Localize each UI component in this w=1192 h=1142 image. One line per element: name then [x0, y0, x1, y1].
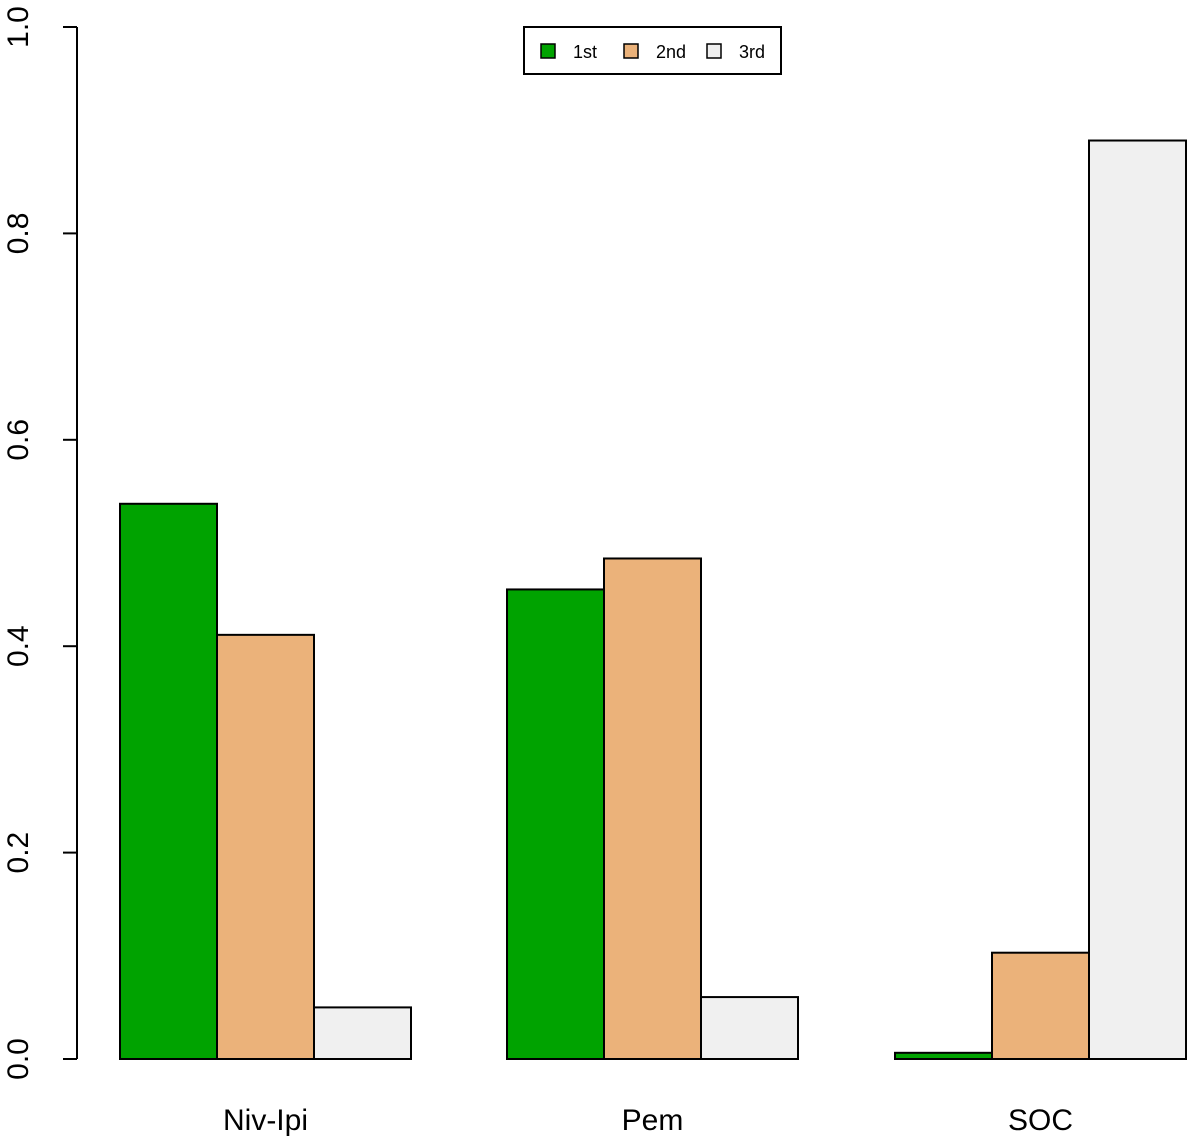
legend-swatch [706, 43, 722, 59]
legend-swatch [540, 43, 556, 59]
y-tick-label: 0.4 [2, 625, 35, 667]
bar-SOC-1st [894, 1051, 993, 1060]
legend-label: 3rd [739, 42, 765, 62]
legend-box [523, 26, 782, 75]
bar-SOC-2nd [991, 951, 1090, 1060]
bar-Niv-Ipi-2nd [216, 633, 315, 1061]
y-tick-label: 1.0 [2, 6, 35, 48]
y-tick-label: 0.2 [2, 832, 35, 874]
x-category-label: SOC [1008, 1104, 1073, 1137]
y-tick-label: 0.8 [2, 213, 35, 255]
legend-label: 2nd [656, 42, 686, 62]
bar-Niv-Ipi-3rd [313, 1006, 412, 1061]
legend-label: 1st [573, 42, 597, 62]
x-category-label: Niv-Ipi [223, 1104, 308, 1137]
bar-Pem-3rd [700, 996, 799, 1061]
bar-SOC-3rd [1088, 139, 1187, 1060]
bars [119, 139, 1187, 1061]
bar-Pem-1st [506, 588, 605, 1060]
y-tick-label: 0.0 [2, 1038, 35, 1080]
y-axis: 0.0 0.2 0.4 0.6 0.8 1.0 [2, 6, 78, 1080]
bar-Niv-Ipi-1st [119, 502, 218, 1060]
x-category-label: Pem [622, 1104, 684, 1137]
bar-Pem-2nd [603, 557, 702, 1060]
legend: 1st 2nd 3rd [523, 26, 782, 75]
y-tick-label: 0.6 [2, 419, 35, 461]
x-axis-labels: Niv-Ipi Pem SOC [223, 1104, 1073, 1137]
legend-swatch [623, 43, 639, 59]
